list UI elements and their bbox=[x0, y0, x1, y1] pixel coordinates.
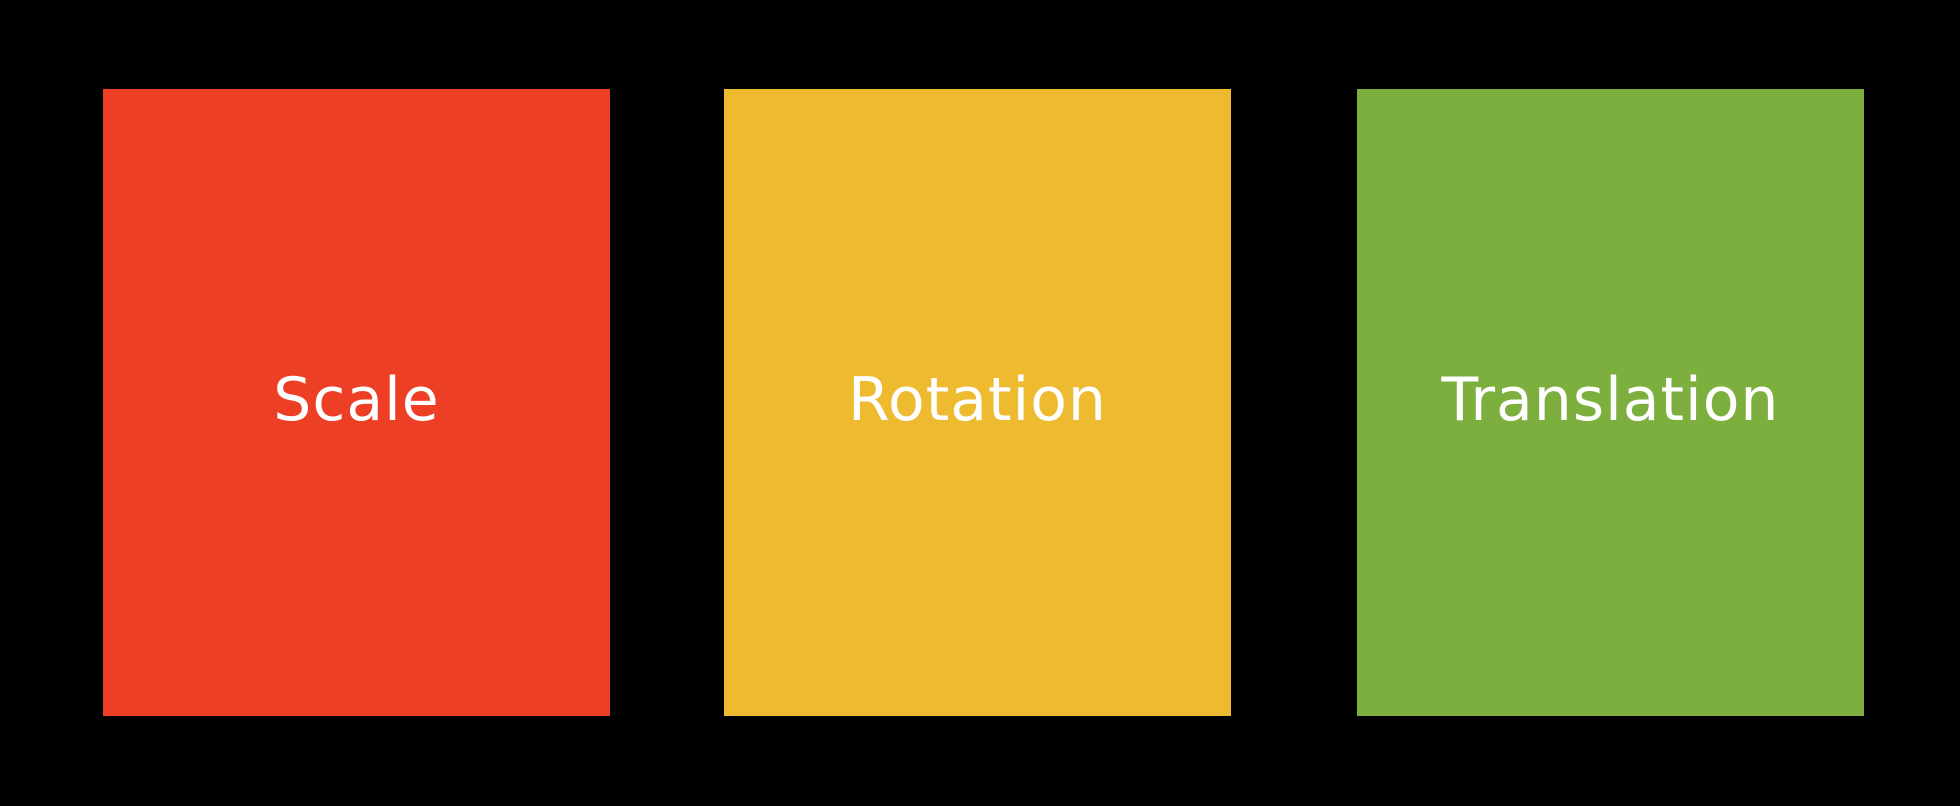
translation-card: Translation bbox=[1357, 89, 1864, 716]
scale-card-label: Scale bbox=[273, 364, 440, 435]
translation-card-label: Translation bbox=[1441, 364, 1780, 435]
rotation-card: Rotation bbox=[724, 89, 1231, 716]
rotation-card-label: Rotation bbox=[848, 364, 1107, 435]
scale-card: Scale bbox=[103, 89, 610, 716]
